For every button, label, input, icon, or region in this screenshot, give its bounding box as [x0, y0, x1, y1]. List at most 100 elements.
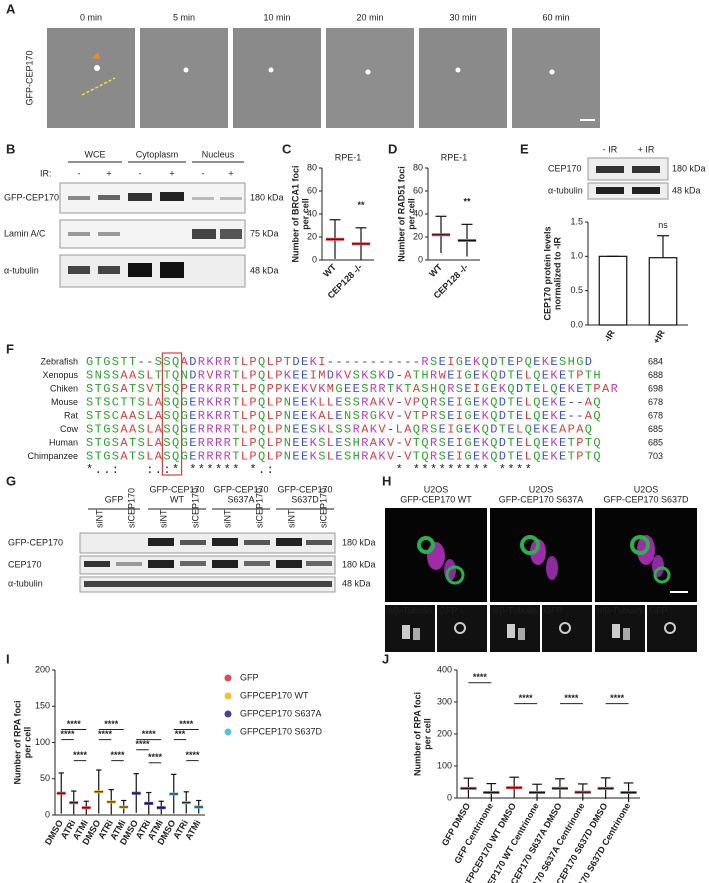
time-label: 10 min	[263, 12, 290, 22]
sequence-length: 685	[648, 424, 663, 434]
inset-label: GFP	[649, 605, 668, 615]
marker-label: 75 kDa	[250, 228, 279, 238]
ir-sign: -	[78, 168, 81, 178]
lane-label: siNT	[158, 509, 168, 528]
x-tick-label: WT	[321, 262, 338, 279]
y-tick-label: 0.5	[570, 285, 583, 295]
inset-label: GFP	[544, 605, 563, 615]
y-tick-label: 40	[413, 208, 423, 218]
panel-label: H	[382, 473, 391, 488]
sequence: STSCTTSLASQGERKRRTLPQLPNEEKLLESSRAKV-VPQ…	[86, 396, 601, 410]
legend-marker	[224, 674, 232, 682]
western-blot-e	[587, 157, 669, 200]
y-tick-label: 300	[437, 696, 452, 706]
marker-label: 48 kDa	[342, 578, 371, 588]
western-blot-b	[59, 161, 246, 288]
x-tick-label: -IR	[602, 328, 617, 344]
y-axis-label: normalized to -IR	[552, 237, 562, 311]
row-label: GFP-CEP170	[24, 50, 34, 105]
sequence-length: 685	[648, 437, 663, 447]
significance-label: ***	[175, 729, 186, 739]
marker-label: 180 kDa	[342, 559, 376, 569]
y-tick-label: 150	[35, 701, 50, 711]
species-label: Mouse	[51, 397, 78, 407]
time-label: 20 min	[356, 12, 383, 22]
legend-marker	[224, 728, 232, 736]
panel-label: D	[388, 141, 397, 156]
lane-label: siNT	[222, 509, 232, 528]
species-label: Rat	[64, 410, 79, 420]
bar	[648, 257, 678, 326]
y-tick-label: 1.5	[570, 216, 583, 226]
group-label: GFP-CEP170	[213, 484, 268, 494]
significance-label: ****	[179, 719, 194, 729]
lane-label: siCEP170	[318, 488, 328, 528]
column-label: + IR	[638, 144, 655, 154]
bar	[598, 255, 628, 326]
lane-label: siCEP170	[254, 488, 264, 528]
group-label: S637A	[227, 494, 254, 504]
y-axis-label: per cell	[300, 198, 310, 230]
marker-label: 180 kDa	[342, 537, 376, 547]
sequence-length: 698	[648, 383, 663, 393]
lane-label: siCEP170	[126, 488, 136, 528]
y-tick-label: 20	[307, 231, 317, 241]
legend-label: GFPCEP170 S637D	[240, 726, 323, 736]
y-tick-label: 40	[307, 208, 317, 218]
y-tick-label: 60	[413, 185, 423, 195]
legend-label: GFPCEP170 WT	[240, 690, 309, 700]
group-label: GFP	[105, 494, 124, 504]
inset-label: α/β-Tubulin	[387, 605, 432, 615]
y-axis-label: Number of RPA foci	[412, 692, 422, 776]
row-label: α-tubulin	[548, 185, 583, 195]
time-label: 60 min	[542, 12, 569, 22]
column-label: - IR	[603, 144, 618, 154]
conservation: *..: :.:* ****** *.: * ********* ****	[86, 463, 532, 477]
significance-label: ns	[658, 220, 668, 230]
column-label: Cytoplasm	[136, 149, 179, 159]
inset-label: GFP	[439, 605, 458, 615]
sequence: STGSAASLASQGERRRRTLPQLPNEESKLSSRAKV-LAQR…	[86, 423, 592, 437]
significance-label: ****	[185, 750, 200, 760]
sequence: STSCAASLASQGERKRRTLPQLPNEEKALENSRGKV-VTP…	[86, 409, 601, 423]
significance-label: ****	[110, 750, 125, 760]
ir-sign: -	[202, 168, 205, 178]
y-axis-label: per cell	[422, 718, 432, 750]
y-tick-label: 0	[418, 254, 423, 264]
y-tick-label: 1.0	[570, 251, 583, 261]
sequence: STGSATSVTSQPERKRRTLPQPPKEKVKMGEESRRTKTAS…	[86, 382, 618, 396]
significance-label: ****	[104, 719, 119, 729]
image-title: U2OS	[424, 484, 449, 494]
column-label: Nucleus	[202, 149, 235, 159]
legend-marker	[224, 692, 232, 700]
ir-sign: +	[228, 168, 233, 178]
row-label: GFP-CEP170	[8, 537, 63, 547]
significance-label: ****	[60, 729, 75, 739]
y-axis-label: per cell	[22, 727, 32, 759]
y-tick-label: 0.0	[570, 319, 583, 329]
ir-sign: +	[106, 168, 111, 178]
sequence: STGSATSLASQGERRRRTLPQLPNEEKSLESHRAKV-VTQ…	[86, 450, 601, 464]
panel-label: A	[6, 1, 16, 16]
y-tick-label: 0	[312, 254, 317, 264]
group-label: GFP-CEP170	[149, 484, 204, 494]
significance-label: ****	[73, 750, 88, 760]
chart-title: RPE-1	[335, 152, 362, 162]
row-label: CEP170	[548, 163, 582, 173]
panel-label: G	[6, 473, 16, 488]
y-tick-label: 80	[413, 162, 423, 172]
y-tick-label: 20	[413, 231, 423, 241]
sequence-length: 684	[648, 356, 663, 366]
panel-label: E	[520, 141, 529, 156]
panel-label: C	[282, 141, 292, 156]
row-label: CEP170	[8, 559, 42, 569]
y-axis-label: Number of RAD51 foci	[396, 166, 406, 262]
sequence: GTGSTT--SSQADRKRRTLPQLPTDEKI-----------R…	[86, 355, 592, 369]
time-label: 5 min	[173, 12, 195, 22]
row-label: α-tubulin	[4, 265, 39, 275]
highlight-box	[161, 352, 183, 476]
lane-label: siCEP170	[190, 488, 200, 528]
species-label: Human	[49, 437, 78, 447]
legend-marker	[224, 710, 232, 718]
